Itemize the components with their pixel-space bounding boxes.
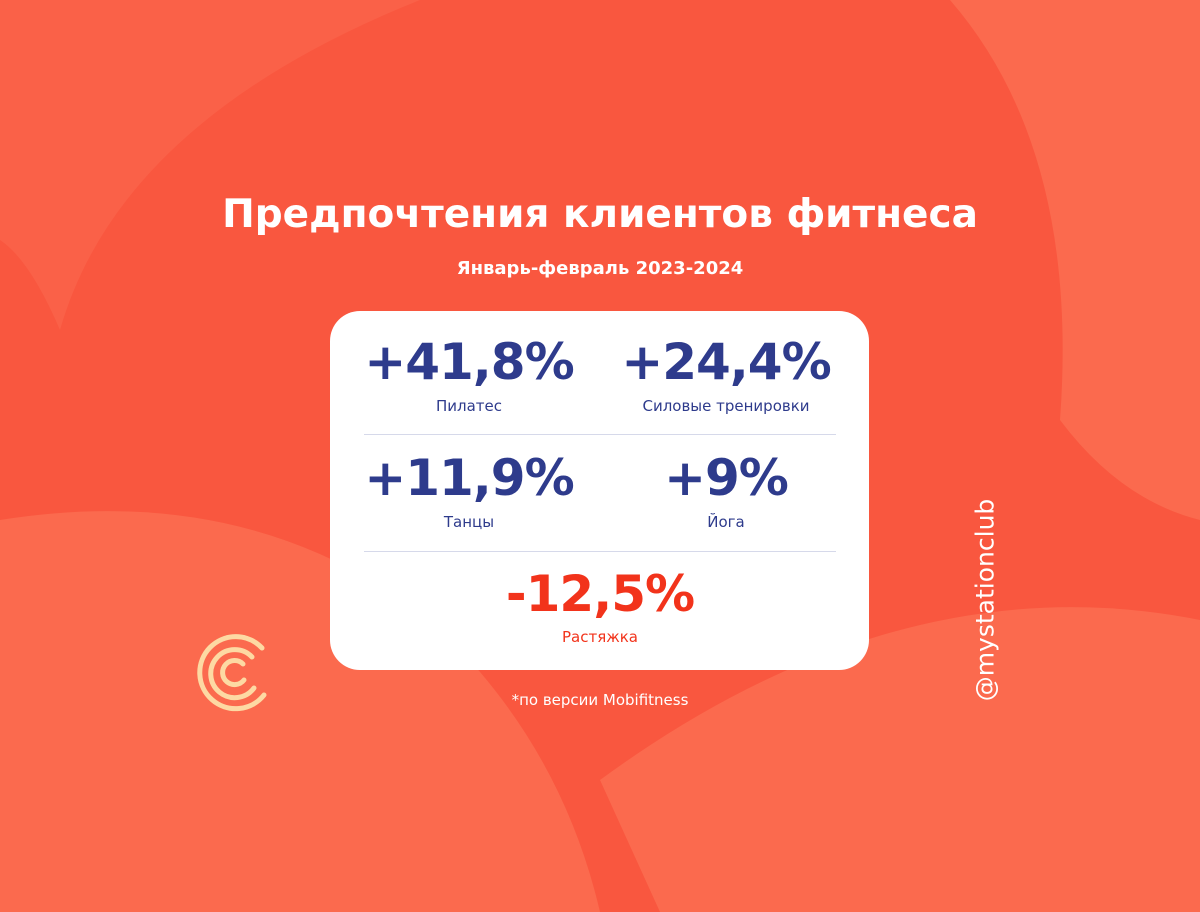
stat-value: +41,8% xyxy=(364,333,574,391)
logo xyxy=(197,634,267,712)
stat-label: Растяжка xyxy=(561,628,638,646)
stat-label: Танцы xyxy=(443,513,495,531)
stat-value: +9% xyxy=(664,449,789,507)
stats-card: +41,8% Пилатес +24,4% Силовые тренировки… xyxy=(330,311,869,670)
title: Предпочтения клиентов фитнеса xyxy=(222,192,978,237)
subtitle: Январь-февраль 2023-2024 xyxy=(456,258,744,279)
handle: @mystationclub xyxy=(970,498,1000,702)
stat-label: Силовые тренировки xyxy=(642,397,810,415)
footnote: *по версии Mobifitness xyxy=(511,691,689,709)
stat-label: Йога xyxy=(707,513,745,531)
stat-value: +24,4% xyxy=(621,333,831,391)
stat-label: Пилатес xyxy=(435,397,503,415)
divider xyxy=(364,551,836,552)
stat-value: +11,9% xyxy=(364,449,574,507)
divider xyxy=(364,434,836,435)
stat-value: -12,5% xyxy=(505,565,695,623)
